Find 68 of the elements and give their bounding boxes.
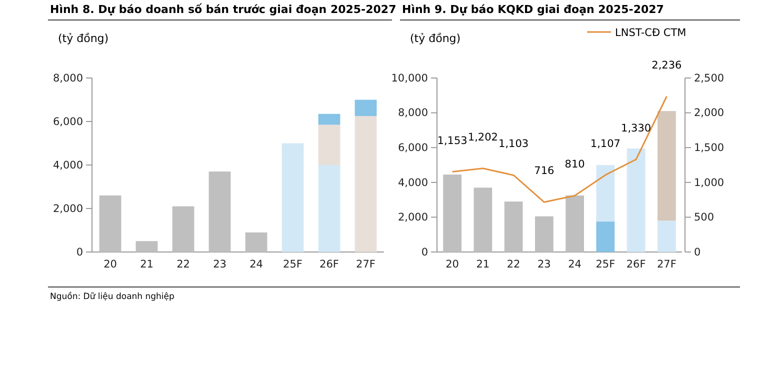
x-tick-label: 22	[506, 258, 520, 270]
chart-title: Hình 9. Dự báo KQKD giai đoạn 2025-2027	[402, 3, 664, 16]
bar	[658, 220, 676, 252]
y-tick-label: 4,000	[398, 176, 428, 189]
bar	[626, 148, 646, 252]
x-tick-label: 25F	[283, 258, 302, 270]
data-label: 810	[564, 158, 585, 171]
bar	[566, 195, 584, 252]
data-label: 2,236	[652, 59, 682, 72]
chart-title: Hình 8. Dự báo doanh số bán trước giai đoạn 2025-2027	[50, 3, 396, 16]
x-tick-label: 25F	[596, 258, 616, 270]
y-tick-label: 4,000	[52, 159, 83, 172]
bar	[318, 114, 340, 125]
data-label: 1,103	[498, 138, 529, 150]
data-label: 1,202	[468, 131, 498, 144]
text: Nguồn: Dữ liệu doanh nghiệp	[50, 291, 174, 302]
data-label: 1,153	[437, 134, 468, 147]
x-tick-label: 23	[538, 258, 551, 270]
x-tick-label: 20	[446, 258, 459, 270]
x-tick-label: 27F	[656, 258, 676, 270]
y2-tick-label: 0	[694, 246, 701, 258]
x-tick-label: 24	[568, 258, 582, 270]
bar	[136, 241, 158, 252]
bar	[596, 165, 615, 222]
x-tick-label: 23	[213, 258, 226, 270]
x-tick-label: 21	[140, 258, 154, 270]
y2-tick-label: 2,500	[694, 72, 724, 84]
legend-label: LNST-CĐ CTM	[615, 27, 686, 39]
x-tick-label: 24	[250, 258, 264, 270]
bar	[172, 206, 194, 252]
y-tick-label: 2,000	[52, 202, 83, 215]
data-label: 716	[534, 165, 555, 178]
y2-tick-label: 1,000	[694, 176, 724, 189]
y2-tick-label: 500	[694, 212, 714, 224]
y-tick-label: 0	[421, 246, 428, 258]
x-tick-label: 27F	[356, 258, 376, 270]
y2-tick-label: 1,500	[694, 142, 724, 154]
y2-tick-label: 2,000	[694, 107, 724, 120]
y-tick-label: 8,000	[398, 107, 428, 120]
y-axis-title: (tỷ đồng)	[410, 32, 461, 45]
y-tick-label: 6,000	[398, 142, 428, 154]
bar	[535, 216, 554, 252]
bar	[354, 116, 377, 252]
x-tick-label: 22	[176, 258, 190, 270]
y-tick-label: 6,000	[52, 116, 83, 128]
bar	[504, 202, 523, 252]
x-tick-label: 20	[104, 258, 117, 270]
bar	[282, 143, 304, 252]
bar	[354, 100, 377, 116]
y-tick-label: 2,000	[398, 212, 428, 224]
x-tick-label: 21	[476, 258, 490, 270]
bar	[318, 165, 340, 252]
y-axis-title: (tỷ đồng)	[58, 32, 109, 45]
bar	[208, 172, 231, 252]
x-tick-label: 26F	[320, 258, 339, 270]
bar	[99, 195, 122, 252]
bar	[443, 174, 462, 252]
x-tick-label: 26F	[626, 258, 646, 270]
y-tick-label: 0	[76, 246, 83, 258]
data-label: 1,330	[621, 122, 652, 134]
bar	[658, 111, 676, 221]
bar	[245, 232, 268, 252]
bar	[596, 222, 615, 252]
y-tick-label: 10,000	[391, 72, 428, 84]
y-tick-label: 8,000	[52, 72, 83, 84]
bar	[474, 188, 492, 252]
bar	[318, 124, 340, 165]
data-label: 1,107	[590, 138, 620, 150]
